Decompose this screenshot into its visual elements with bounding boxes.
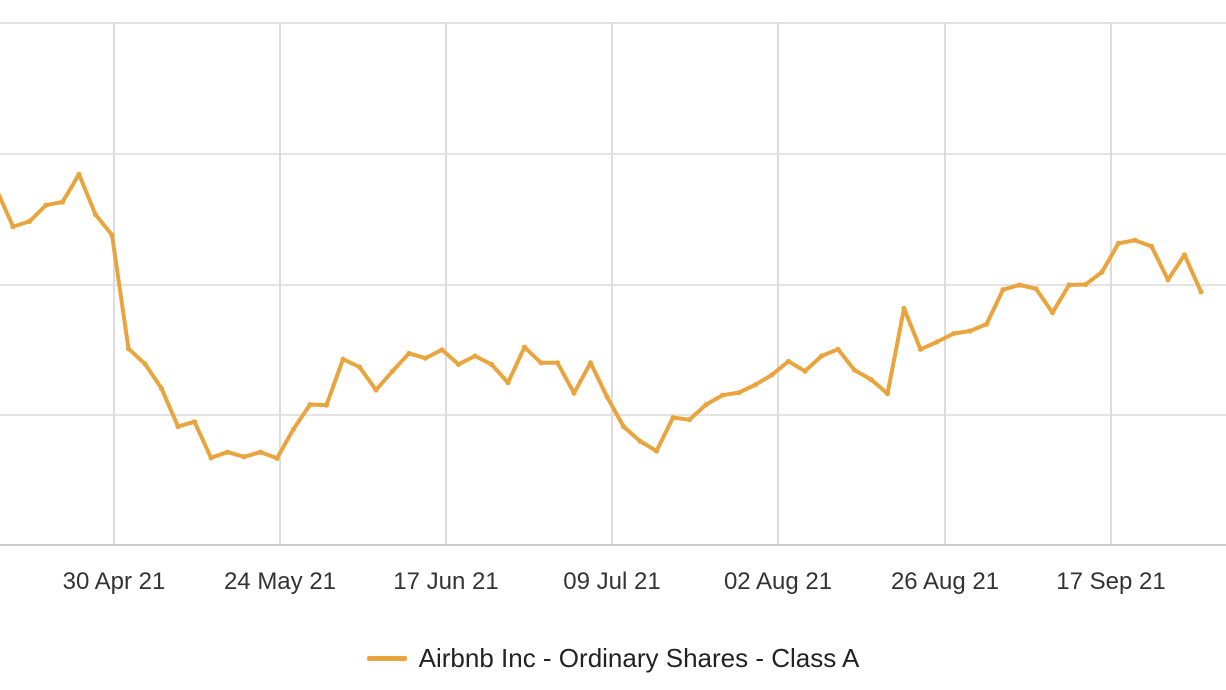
legend-item[interactable]: Airbnb Inc - Ordinary Shares - Class A — [366, 642, 860, 674]
data-point[interactable] — [1082, 281, 1089, 288]
data-point[interactable] — [1033, 286, 1039, 292]
data-point[interactable] — [934, 339, 940, 345]
data-point[interactable] — [917, 346, 924, 352]
x-tick-label: 24 May 21 — [224, 568, 336, 595]
data-point[interactable] — [1016, 282, 1023, 288]
data-point[interactable] — [241, 454, 247, 460]
data-point[interactable] — [884, 391, 891, 397]
data-point[interactable] — [521, 344, 528, 350]
data-point[interactable] — [1181, 252, 1188, 258]
data-point[interactable] — [340, 356, 346, 362]
data-point[interactable] — [505, 380, 511, 386]
data-point[interactable] — [406, 350, 412, 356]
data-point[interactable] — [785, 358, 792, 364]
data-point[interactable] — [637, 438, 643, 444]
legend: Airbnb Inc - Ordinary Shares - Class A — [0, 636, 1226, 680]
x-tick-label: 17 Jun 21 — [393, 568, 498, 595]
data-point[interactable] — [752, 382, 759, 388]
data-point[interactable] — [769, 372, 775, 378]
data-point[interactable] — [851, 367, 858, 373]
data-point[interactable] — [389, 368, 396, 374]
data-point[interactable] — [1132, 237, 1138, 243]
data-point[interactable] — [92, 212, 99, 218]
data-point[interactable] — [43, 202, 49, 208]
data-point[interactable] — [373, 387, 379, 393]
data-point[interactable] — [1115, 240, 1122, 246]
data-point[interactable] — [901, 305, 907, 312]
x-tick-label: 26 Aug 21 — [891, 568, 999, 595]
x-tick-label: 02 Aug 21 — [724, 568, 832, 595]
data-point[interactable] — [703, 402, 709, 408]
data-point[interactable] — [1066, 282, 1072, 288]
data-point[interactable] — [1099, 269, 1105, 275]
data-point[interactable] — [26, 218, 33, 224]
data-point[interactable] — [950, 331, 957, 337]
x-axis-tick-labels: 30 Apr 21 24 May 21 17 Jun 21 09 Jul 21 02 A… — [63, 568, 1166, 595]
data-point[interactable] — [868, 376, 874, 383]
x-tick-label: 17 Sep 21 — [1056, 568, 1165, 595]
data-point[interactable] — [356, 364, 363, 370]
data-point[interactable] — [142, 361, 148, 367]
data-point[interactable] — [191, 419, 198, 425]
data-point[interactable] — [307, 402, 313, 408]
data-point[interactable] — [604, 394, 610, 400]
data-point[interactable] — [1198, 289, 1204, 295]
data-point[interactable] — [175, 423, 181, 430]
data-point[interactable] — [208, 455, 214, 461]
data-point[interactable] — [587, 360, 594, 366]
data-point[interactable] — [835, 346, 841, 352]
data-point[interactable] — [1049, 310, 1056, 316]
data-point[interactable] — [670, 415, 676, 421]
data-point[interactable] — [719, 392, 726, 398]
legend-label: Airbnb Inc - Ordinary Shares - Class A — [418, 642, 860, 673]
data-point[interactable] — [620, 423, 627, 430]
data-point[interactable] — [422, 355, 429, 361]
data-point[interactable] — [818, 353, 825, 359]
data-point[interactable] — [290, 426, 297, 432]
data-point[interactable] — [1000, 287, 1006, 293]
data-point[interactable] — [1165, 277, 1171, 283]
data-point[interactable] — [554, 360, 561, 366]
data-point[interactable] — [257, 449, 264, 455]
vertical-gridlines — [113, 23, 1112, 545]
data-point[interactable] — [125, 346, 132, 352]
data-point[interactable] — [1148, 243, 1155, 249]
data-point[interactable] — [109, 232, 115, 238]
data-point[interactable] — [736, 390, 742, 396]
data-point[interactable] — [538, 360, 544, 366]
data-point[interactable] — [571, 390, 577, 396]
data-point[interactable] — [439, 347, 445, 353]
data-point[interactable] — [488, 361, 495, 367]
data-point[interactable] — [76, 171, 82, 177]
data-point[interactable] — [967, 328, 973, 334]
data-point[interactable] — [59, 199, 66, 205]
x-tick-label: 30 Apr 21 — [63, 568, 166, 595]
legend-swatch — [366, 655, 407, 661]
data-point[interactable] — [802, 368, 808, 374]
series-layer — [0, 171, 1204, 461]
data-point[interactable] — [158, 385, 165, 391]
data-point[interactable] — [472, 353, 478, 359]
data-point[interactable] — [274, 455, 280, 461]
data-point[interactable] — [10, 224, 16, 230]
data-point[interactable] — [983, 321, 990, 327]
data-point[interactable] — [323, 402, 330, 408]
data-point[interactable] — [653, 448, 660, 454]
data-point[interactable] — [224, 449, 231, 455]
data-point[interactable] — [686, 417, 693, 423]
data-point[interactable] — [455, 361, 462, 367]
x-tick-label: 09 Jul 21 — [563, 568, 660, 595]
